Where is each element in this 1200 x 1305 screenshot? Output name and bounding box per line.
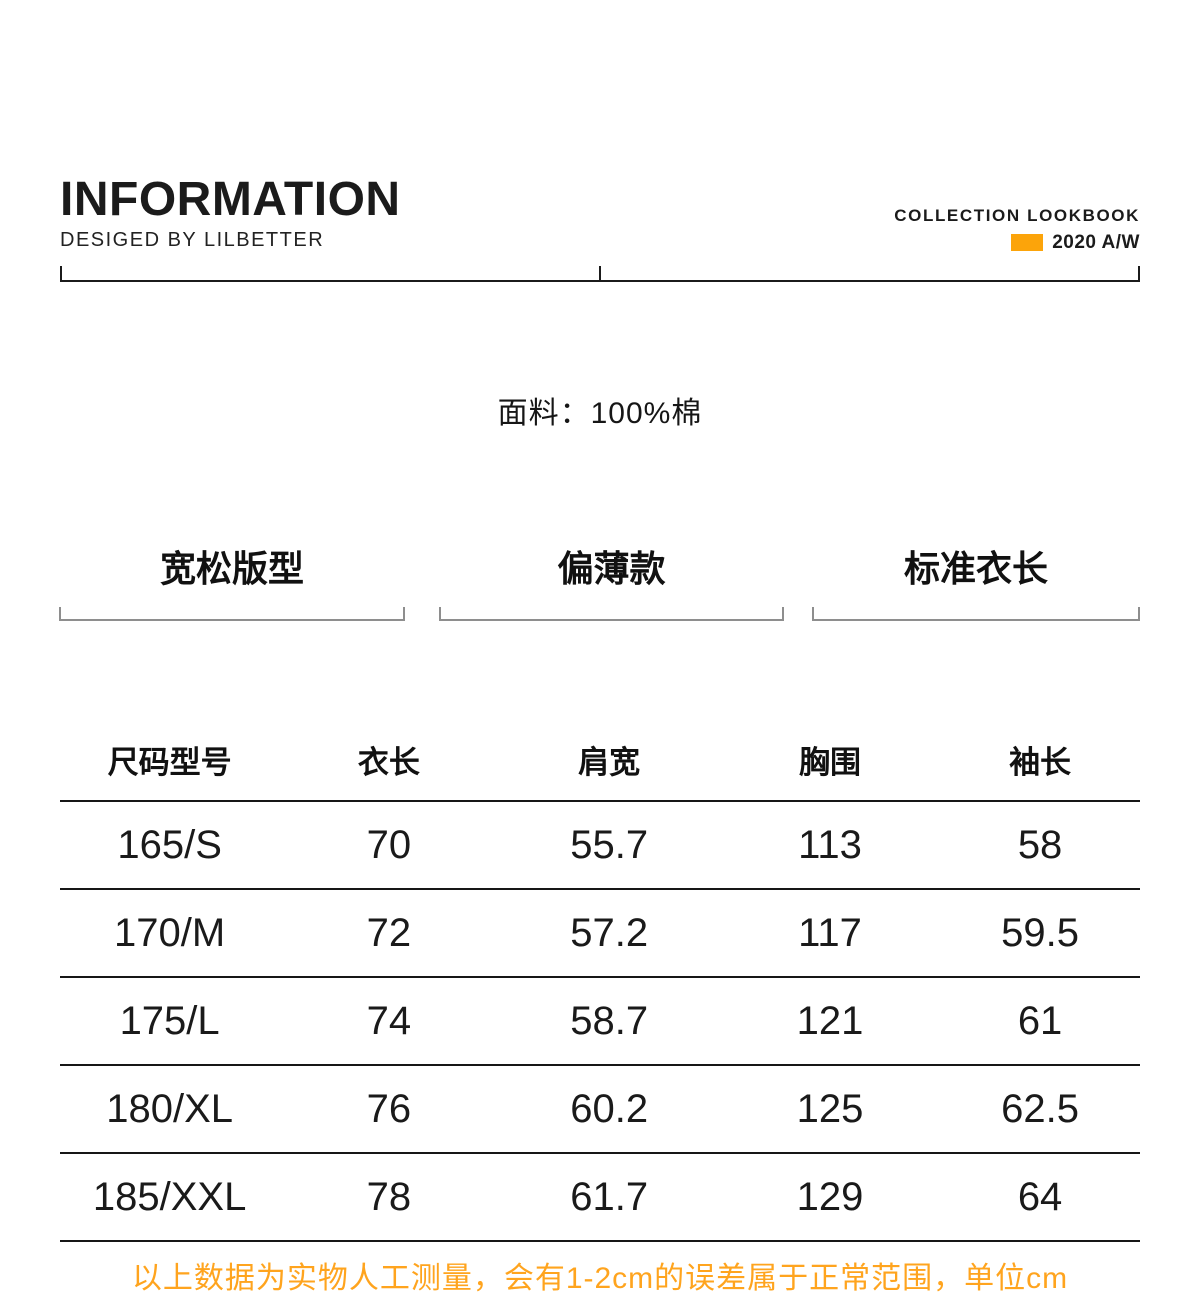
- season-row: 2020 A/W: [894, 233, 1140, 252]
- column-header-length: 衣长: [357, 744, 420, 780]
- table-cell: 121: [796, 998, 864, 1043]
- size-table: 尺码型号 衣长 肩宽 胸围 袖长 165/S 70 55.7 113 58 17…: [60, 718, 1140, 1242]
- feature-bracket: [812, 607, 1140, 621]
- bracket-tick-right: [782, 607, 784, 621]
- bracket-tick-right: [1138, 607, 1140, 621]
- page-title: INFORMATION: [60, 173, 401, 226]
- bracket-tick-left: [439, 607, 441, 621]
- table-cell: 62.5: [1001, 1086, 1079, 1131]
- table-cell: 76: [366, 1086, 412, 1131]
- table-header-row: 尺码型号 衣长 肩宽 胸围 袖长: [60, 718, 1140, 802]
- table-cell: 175/L: [119, 998, 220, 1043]
- bracket-tick-left: [812, 607, 814, 621]
- table-cell: 64: [1017, 1174, 1063, 1219]
- table-row: 170/M 72 57.2 117 59.5: [60, 890, 1140, 978]
- column-header-sleeve: 袖长: [1009, 744, 1072, 780]
- rule-tick-left: [60, 266, 62, 282]
- table-row: 185/XXL 78 61.7 129 64: [60, 1154, 1140, 1242]
- feature-label: 标准衣长: [903, 548, 1048, 589]
- bracket-tick-left: [59, 607, 61, 621]
- table-cell: 57.2: [570, 910, 649, 955]
- table-row: 165/S 70 55.7 113 58: [60, 802, 1140, 890]
- table-cell: 129: [796, 1174, 864, 1219]
- table-row: 175/L 74 58.7 121 61: [60, 978, 1140, 1066]
- page-subtitle: DESIGED BY LILBETTER: [60, 229, 325, 251]
- bracket-tick-right: [403, 607, 405, 621]
- table-cell: 59.5: [1001, 910, 1079, 955]
- column-header-chest: 胸围: [799, 744, 862, 780]
- rule-tick-right: [1138, 266, 1140, 282]
- table-cell: 185/XXL: [92, 1174, 247, 1219]
- table-cell: 61: [1017, 998, 1063, 1043]
- collection-label: COLLECTION LOOKBOOK: [894, 206, 1140, 225]
- table-cell: 125: [796, 1086, 864, 1131]
- feature-bracket: [59, 607, 405, 621]
- table-cell: 70: [366, 822, 412, 867]
- table-cell: 74: [366, 998, 412, 1043]
- season-square: [1011, 234, 1044, 251]
- feature-thin-style: 偏薄款: [439, 549, 784, 621]
- feature-loose-fit: 宽松版型: [59, 549, 405, 621]
- feature-label: 偏薄款: [557, 548, 666, 589]
- table-cell: 180/XL: [106, 1086, 233, 1131]
- table-cell: 58: [1017, 822, 1063, 867]
- table-cell: 113: [798, 822, 862, 867]
- table-cell: 78: [366, 1174, 412, 1219]
- table-cell: 61.7: [570, 1174, 649, 1219]
- table-cell: 170/M: [114, 910, 226, 955]
- bracket-line: [439, 619, 784, 621]
- column-header-size: 尺码型号: [107, 744, 232, 780]
- feature-standard-length: 标准衣长: [812, 549, 1140, 621]
- table-row: 180/XL 76 60.2 125 62.5: [60, 1066, 1140, 1154]
- bracket-line: [59, 619, 405, 621]
- fabric-label: 面料：100%棉: [497, 397, 703, 430]
- season-label: 2020 A/W: [1052, 232, 1140, 253]
- table-cell: 117: [798, 910, 862, 955]
- bracket-line: [812, 619, 1140, 621]
- table-cell: 55.7: [570, 822, 649, 867]
- header-right-block: COLLECTION LOOKBOOK 2020 A/W: [894, 207, 1140, 252]
- feature-label: 宽松版型: [159, 548, 304, 589]
- table-cell: 72: [366, 910, 412, 955]
- column-header-shoulder: 肩宽: [578, 744, 641, 780]
- table-cell: 60.2: [570, 1086, 649, 1131]
- measure-note: 以上数据为实物人工测量，会有1-2cm的误差属于正常范围，单位cm: [131, 1262, 1069, 1295]
- table-cell: 58.7: [570, 998, 649, 1043]
- header-rule: [60, 266, 1140, 282]
- rule-tick-middle: [599, 266, 601, 282]
- table-cell: 165/S: [117, 822, 222, 867]
- feature-bracket: [439, 607, 784, 621]
